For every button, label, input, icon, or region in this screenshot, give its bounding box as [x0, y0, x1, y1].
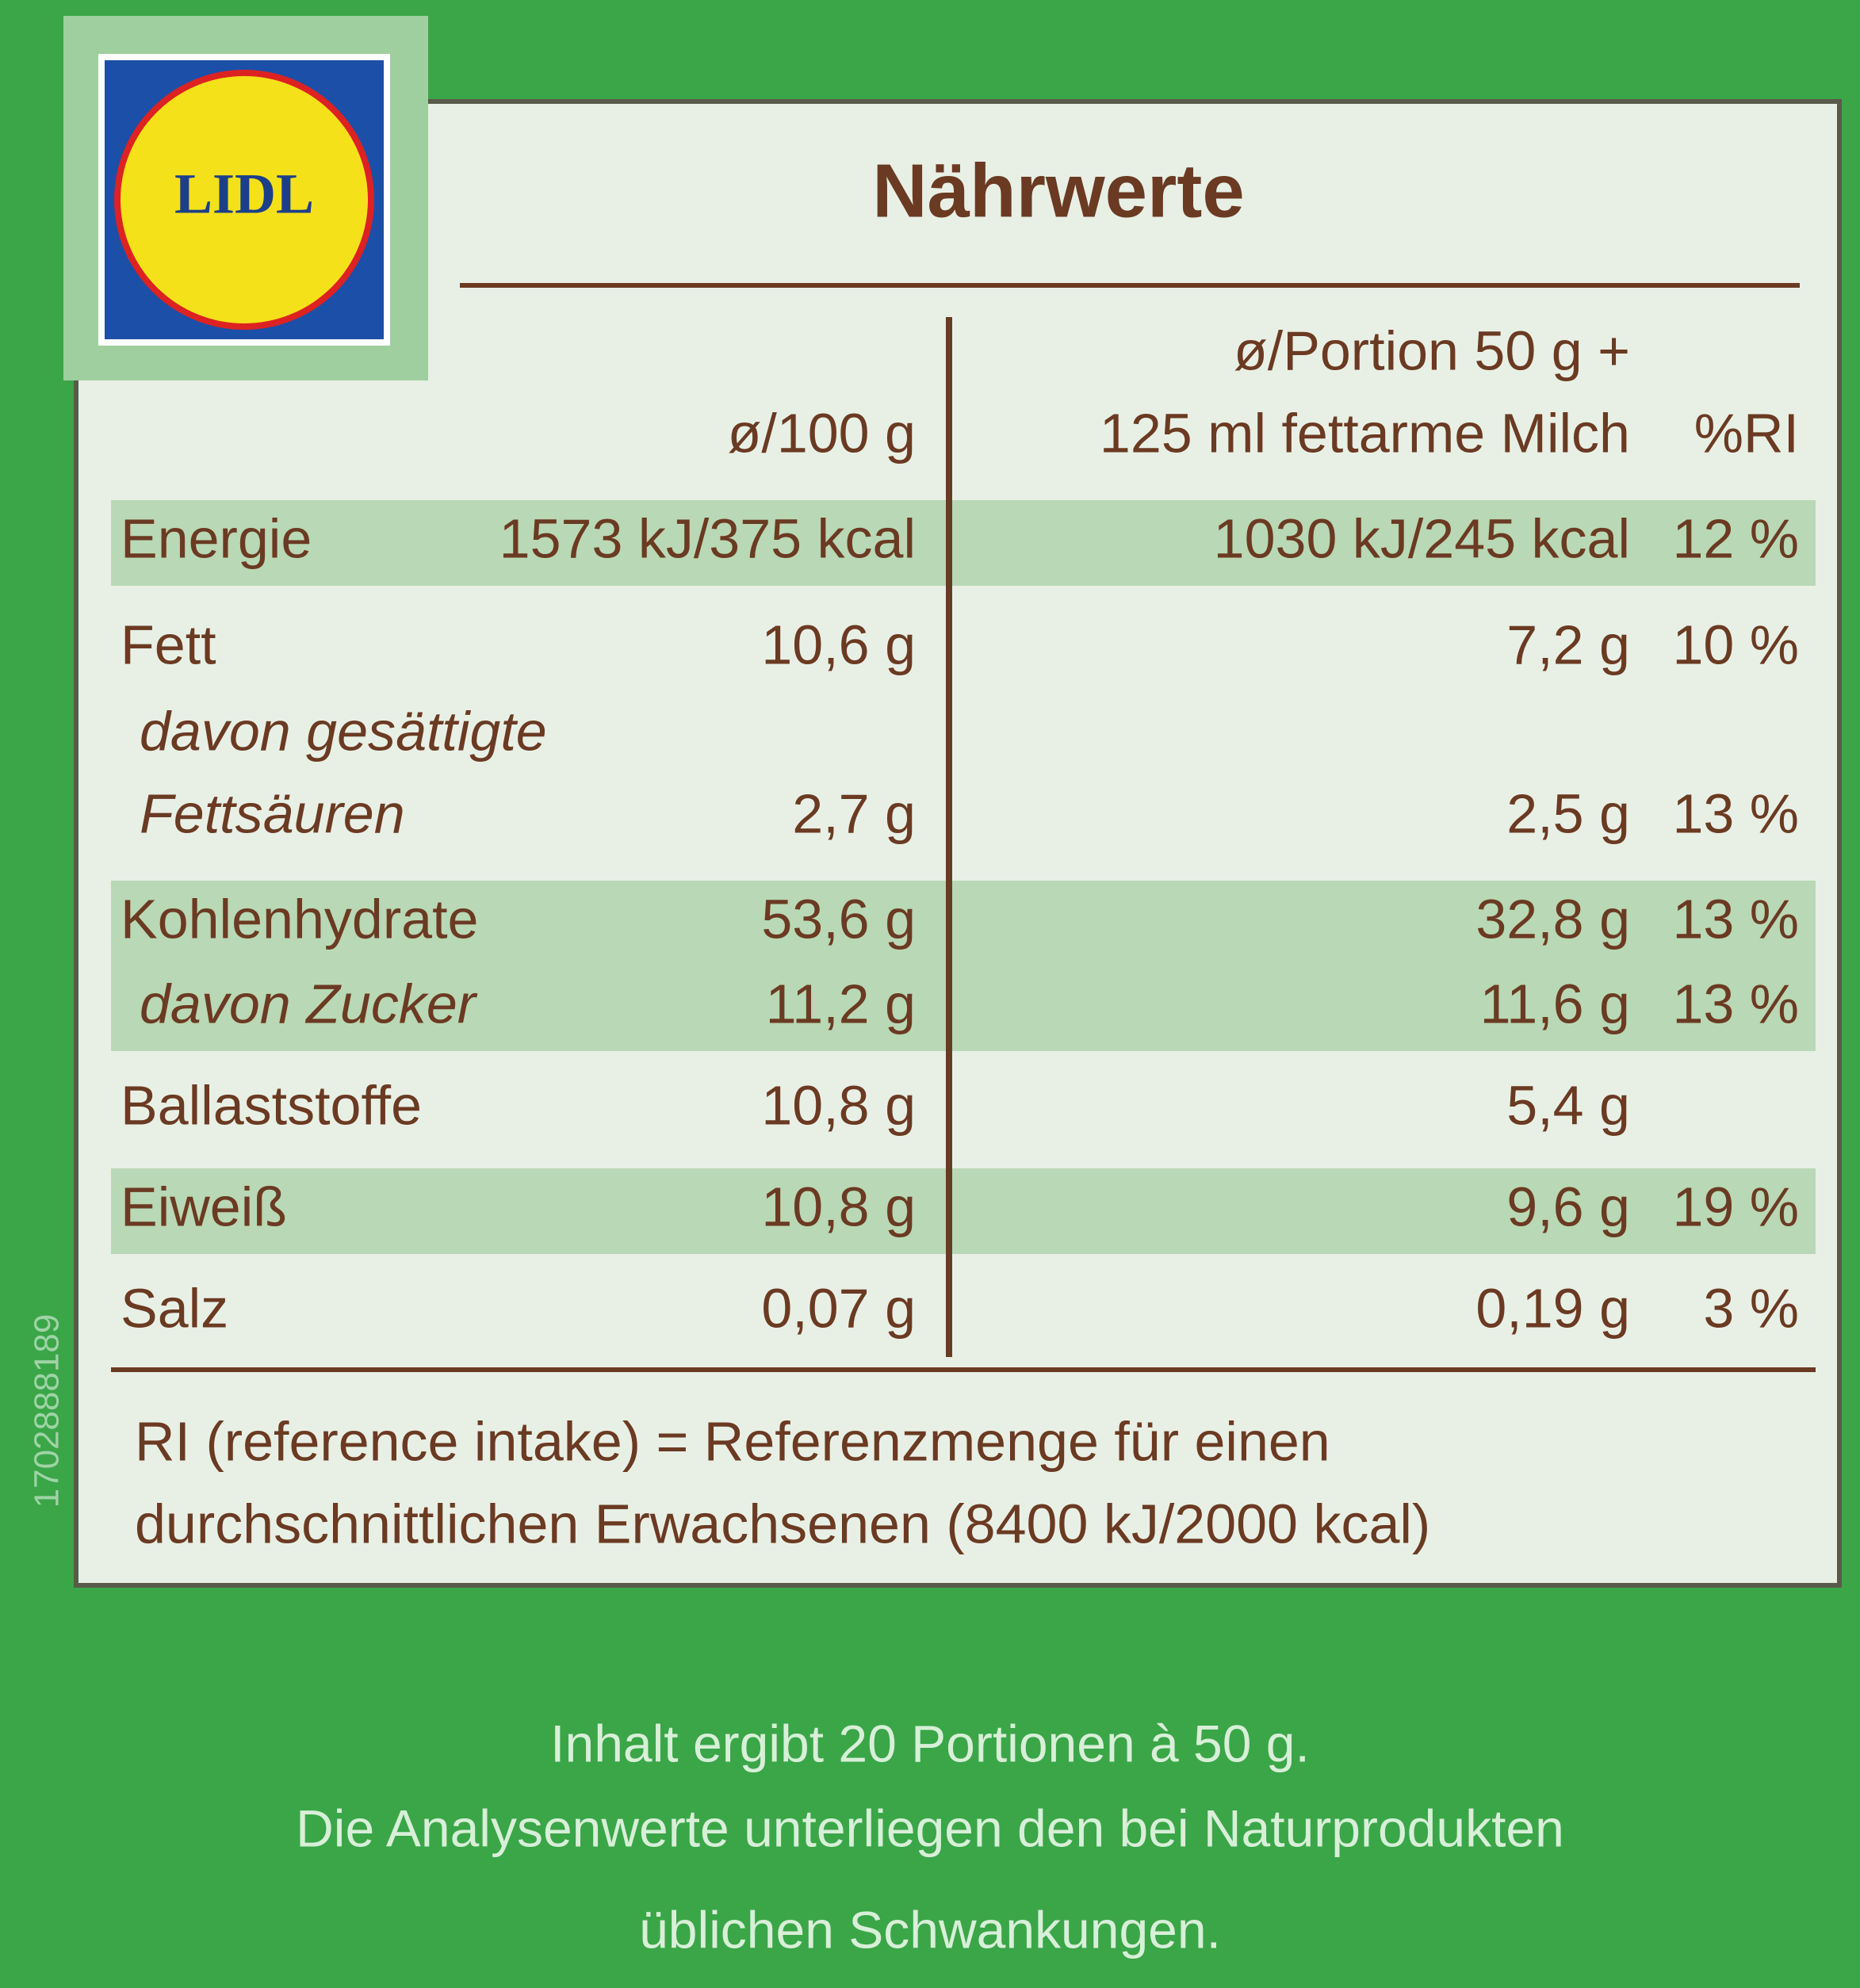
value-per100: 1573 kJ/375 kcal [499, 507, 916, 569]
value-ri: 13 % [1672, 888, 1799, 950]
value-portion: 1030 kJ/245 kcal [1214, 507, 1630, 569]
row-label: davon Zucker [140, 973, 478, 1034]
value-per100: 53,6 g [761, 888, 916, 950]
title: Nährwerte [872, 148, 1245, 233]
note: Die Analysenwerte unterliegen den bei Na… [296, 1799, 1564, 1857]
footnote: RI (reference intake) = Referenzmenge fü… [135, 1410, 1330, 1472]
rows: Energie 1573 kJ/375 kcal 1030 kJ/245 kcal 1… [121, 507, 1799, 1339]
row-band [111, 500, 1816, 586]
logo-circle [114, 70, 374, 330]
value-per100: 10,8 g [761, 1074, 916, 1136]
row-label: Kohlenhydrate [121, 888, 478, 950]
header-portion: ø/Portion 50 g + [1234, 319, 1630, 381]
value-ri: 12 % [1672, 507, 1799, 569]
value-portion: 9,6 g [1506, 1176, 1630, 1237]
bands [111, 500, 1816, 1254]
value-per100: 0,07 g [761, 1277, 916, 1339]
value-portion: 5,4 g [1506, 1074, 1630, 1136]
note: üblichen Schwankungen. [639, 1900, 1221, 1959]
value-per100: 11,2 g [766, 973, 916, 1034]
value-ri: 13 % [1672, 782, 1799, 844]
row-band [111, 881, 1816, 966]
footnote: durchschnittlichen Erwachsenen (8400 kJ/… [135, 1493, 1430, 1554]
header-ri: %RI [1694, 402, 1799, 464]
row-label: Ballaststoffe [121, 1074, 422, 1136]
value-portion: 11,6 g [1480, 973, 1630, 1034]
row-label: Energie [121, 507, 312, 569]
value-ri: 10 % [1672, 614, 1799, 675]
value-portion: 32,8 g [1475, 888, 1630, 950]
row-label: Eiweiß [121, 1176, 287, 1237]
value-ri: 19 % [1672, 1176, 1799, 1237]
value-ri: 13 % [1672, 973, 1799, 1034]
note: Inhalt ergibt 20 Portionen à 50 g. [550, 1714, 1310, 1772]
value-per100: 10,6 g [761, 614, 916, 675]
header-per100: ø/100 g [728, 402, 916, 464]
value-portion: 0,19 g [1475, 1277, 1630, 1339]
row-label: Fettsäuren [140, 782, 405, 844]
row-label: Fett [121, 614, 216, 675]
side-code: 1702888189 [28, 1314, 67, 1508]
value-ri: 3 % [1703, 1277, 1799, 1339]
header-portion: 125 ml fettarme Milch [1100, 402, 1630, 464]
value-per100: 2,7 g [792, 782, 916, 844]
row-label: davon gesättigte [140, 700, 547, 762]
logo-text: LIDL [174, 162, 314, 226]
row-band [111, 965, 1816, 1051]
value-per100: 10,8 g [761, 1176, 916, 1237]
value-portion: 7,2 g [1506, 614, 1630, 675]
row-label: Salz [121, 1277, 228, 1339]
row-band [111, 1168, 1816, 1254]
value-portion: 2,5 g [1506, 782, 1630, 844]
